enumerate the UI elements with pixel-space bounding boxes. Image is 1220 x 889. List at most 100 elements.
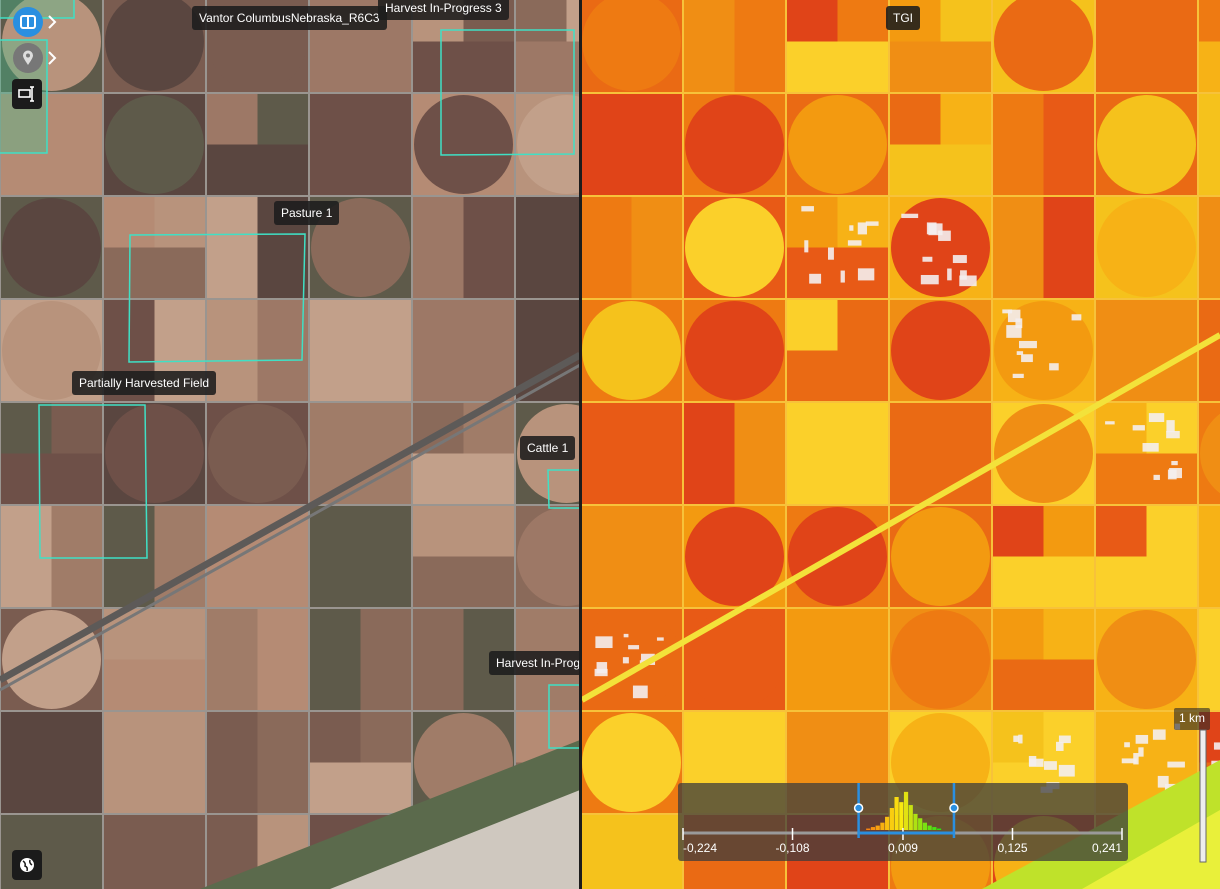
field — [837, 196, 889, 248]
pivot-field — [994, 0, 1093, 91]
bare-soil-speckle — [865, 221, 879, 226]
field — [309, 299, 412, 402]
field — [582, 196, 632, 299]
bare-soil-speckle — [1044, 761, 1057, 770]
field-annotation[interactable]: Harvest In-Prog — [489, 651, 580, 675]
bare-soil-speckle — [1174, 723, 1181, 730]
field — [1198, 93, 1220, 196]
pivot-field — [788, 610, 887, 709]
bare-soil-speckle — [926, 222, 937, 235]
field — [786, 350, 889, 402]
river-sand — [330, 790, 580, 889]
river-sand — [1082, 810, 1220, 889]
bare-soil-speckle — [1002, 309, 1013, 314]
field — [786, 711, 889, 814]
bare-soil-speckle — [1012, 373, 1024, 379]
tools-button[interactable] — [12, 79, 42, 109]
field — [206, 711, 258, 814]
bare-soil-speckle — [804, 240, 809, 253]
pivot-field — [891, 507, 990, 606]
pivot-field — [105, 95, 204, 194]
bare-soil-speckle — [922, 256, 933, 262]
bare-soil-speckle — [1016, 351, 1024, 355]
bare-soil-speckle — [920, 274, 939, 285]
bare-soil-speckle — [952, 255, 967, 264]
source-label: Vantor ColumbusNebraska_R6C3 — [192, 6, 387, 30]
field-annotation[interactable]: Harvest In-Progress 3 — [378, 0, 509, 20]
pivot-field — [1097, 198, 1196, 297]
chevron[interactable] — [46, 50, 58, 66]
bare-soil-speckle — [1071, 314, 1082, 321]
field — [837, 299, 889, 351]
globe-button[interactable] — [12, 850, 42, 880]
field — [683, 711, 735, 814]
road-grid — [1197, 401, 1220, 506]
field — [206, 144, 309, 196]
field — [582, 402, 632, 505]
bare-soil-speckle — [623, 633, 629, 638]
field — [683, 402, 735, 505]
index-map[interactable]: TGI — [582, 0, 1220, 889]
highway — [0, 363, 580, 692]
pivot-field — [685, 610, 784, 709]
field-annotation[interactable]: Cattle 1 — [520, 436, 576, 460]
field — [103, 659, 206, 711]
field — [257, 93, 309, 145]
field — [515, 41, 580, 93]
chevron[interactable] — [46, 14, 58, 30]
bare-soil-speckle — [1058, 764, 1075, 777]
field — [582, 505, 632, 608]
pivot-field — [105, 404, 204, 503]
field-boundary — [38, 404, 148, 559]
tools-icon — [18, 86, 34, 102]
field — [582, 93, 683, 196]
bare-soil-speckle — [1049, 363, 1059, 371]
field — [412, 41, 515, 93]
field — [206, 608, 258, 711]
pivot-field — [994, 404, 1093, 503]
bare-soil-speckle — [1058, 735, 1071, 744]
field — [1198, 196, 1220, 299]
field-annotation[interactable]: Partially Harvested Field — [72, 371, 217, 395]
field — [515, 196, 580, 299]
highway — [0, 351, 580, 684]
split-divider[interactable] — [579, 0, 583, 889]
field-annotation[interactable]: Pasture 1 — [274, 201, 340, 225]
pivot-field — [685, 198, 784, 297]
bare-soil-speckle — [849, 225, 854, 231]
pivot-field — [517, 95, 580, 194]
bare-soil-speckle — [1153, 474, 1160, 480]
pivot-field — [788, 95, 887, 194]
bare-soil-speckle — [847, 240, 862, 246]
bare-soil-speckle — [1166, 430, 1180, 439]
bare-soil-speckle — [1167, 469, 1177, 480]
field — [786, 814, 889, 889]
field — [463, 402, 515, 454]
field — [683, 814, 786, 889]
split-view-button[interactable] — [13, 7, 43, 37]
field — [940, 93, 992, 145]
satellite-map[interactable]: Vantor ColumbusNebraska_R6C3 Harvest In-… — [0, 0, 580, 889]
pivot-field — [582, 713, 681, 812]
bare-soil-speckle — [857, 222, 867, 235]
bare-soil-speckle — [857, 268, 875, 281]
bare-soil-speckle — [632, 685, 648, 699]
location-button[interactable] — [13, 43, 43, 73]
index-label: TGI — [886, 6, 920, 30]
road-grid — [1197, 710, 1220, 815]
field — [566, 0, 580, 42]
pivot-field — [208, 404, 307, 503]
bare-soil-speckle — [947, 268, 952, 281]
bare-soil-speckle — [1018, 734, 1023, 744]
field — [1198, 608, 1220, 711]
field — [0, 93, 103, 196]
bare-soil-speckle — [1056, 741, 1064, 751]
bare-soil-speckle — [640, 653, 655, 661]
bare-soil-speckle — [1013, 735, 1019, 742]
field — [837, 0, 889, 42]
pivot-field — [517, 507, 580, 606]
field — [0, 453, 103, 505]
field — [1198, 299, 1220, 402]
field — [309, 505, 412, 608]
